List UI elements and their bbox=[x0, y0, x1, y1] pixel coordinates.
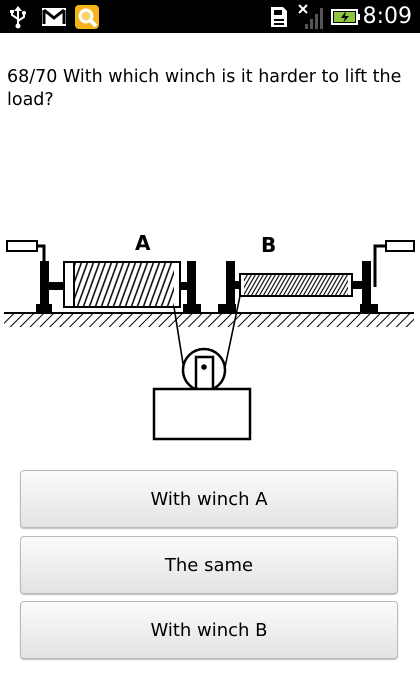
winch-diagram: A B bbox=[4, 231, 415, 441]
winch-b bbox=[218, 240, 415, 312]
no-signal-icon bbox=[296, 0, 326, 33]
sd-card-icon bbox=[268, 0, 290, 33]
answer-button-same[interactable]: The same bbox=[20, 536, 398, 594]
search-app-icon bbox=[73, 0, 101, 33]
usb-icon bbox=[6, 0, 30, 33]
ground bbox=[4, 312, 414, 327]
question-text: 68/70 With which winch is it harder to l… bbox=[7, 67, 402, 110]
gmail-icon bbox=[40, 0, 68, 33]
clock-time: 8:09 bbox=[362, 4, 412, 29]
battery-charging-icon bbox=[330, 0, 362, 33]
ropes bbox=[173, 295, 241, 373]
answer-button-winch-b[interactable]: With winch B bbox=[20, 601, 398, 659]
pulley bbox=[181, 347, 227, 393]
winch-a bbox=[6, 240, 201, 312]
status-bar: 8:09 bbox=[0, 0, 420, 33]
winch-a-label: A bbox=[135, 231, 151, 255]
load-box bbox=[152, 387, 252, 441]
winch-b-label: B bbox=[261, 233, 276, 257]
answer-button-winch-a[interactable]: With winch A bbox=[20, 470, 398, 528]
